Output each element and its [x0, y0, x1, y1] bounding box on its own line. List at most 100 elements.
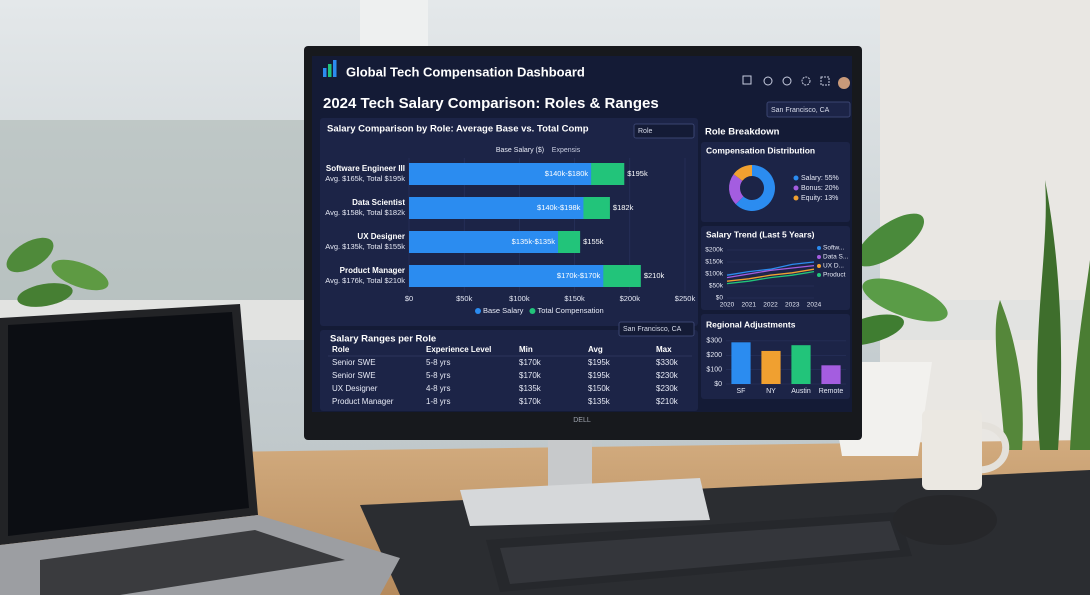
- bar: [409, 163, 592, 185]
- bar: [409, 197, 584, 219]
- bar: [761, 350, 781, 384]
- table-cell: 1-8 yrs: [426, 397, 450, 406]
- panel: [320, 330, 698, 411]
- legend-marker: [793, 185, 799, 191]
- role-select-text: Role: [638, 128, 653, 135]
- value-label: $155k: [583, 237, 604, 246]
- leaf: [51, 259, 109, 291]
- range-label: $135k-$135k: [512, 237, 556, 246]
- pie-slice: [733, 165, 752, 181]
- mouse: [893, 495, 997, 545]
- x-tick-label: $50k: [456, 294, 473, 303]
- bar: [731, 342, 751, 384]
- table-location-select[interactable]: [618, 321, 695, 337]
- y-tick-label: $150k: [705, 259, 723, 266]
- logo-bar: [323, 68, 327, 77]
- table-cell: 5-8 yrs: [426, 358, 450, 367]
- chart-title: Salary Comparison by Role: Average Base …: [327, 124, 589, 135]
- section-title: Role Breakdown: [705, 127, 780, 138]
- y-tick-label: $0: [716, 295, 724, 302]
- x-tick-label: Austin: [791, 388, 811, 395]
- line-series: [726, 270, 815, 285]
- mug: [922, 410, 982, 490]
- leaf: [855, 213, 925, 267]
- location-select[interactable]: [766, 101, 851, 118]
- table-cell: $170k: [519, 371, 542, 380]
- avatar[interactable]: [838, 77, 850, 89]
- role-select[interactable]: [633, 123, 695, 139]
- table-cell: $135k: [519, 384, 542, 393]
- table-cell: $230k: [656, 384, 679, 393]
- table-cell: $195k: [588, 358, 611, 367]
- category-label: Product Manager: [340, 266, 405, 275]
- y-tick-label: $200: [706, 352, 722, 359]
- icon-settings[interactable]: [801, 76, 811, 86]
- table-cell: Senior SWE: [332, 358, 376, 367]
- legend-marker: [817, 246, 821, 250]
- table-cell: UX Designer: [332, 384, 378, 393]
- category-label: Software Engineer III: [326, 164, 405, 173]
- legend-marker: [529, 308, 536, 314]
- pie-slice: [735, 165, 775, 211]
- leaf: [17, 283, 73, 307]
- icon-apps[interactable]: [820, 76, 830, 86]
- legend-marker: [793, 195, 799, 201]
- monitor-brand: DELL: [573, 417, 591, 424]
- table-cell: Product Manager: [332, 397, 394, 406]
- logo-bar: [328, 64, 332, 77]
- category-note: Avg. $158k, Total $182k: [325, 208, 405, 217]
- outside-buildings: [0, 120, 340, 310]
- chart-title: Compensation Distribution: [706, 145, 815, 155]
- laptop-keys: [40, 530, 345, 595]
- line-series: [726, 268, 815, 282]
- keyboard-keys: [500, 521, 900, 584]
- legend-marker: [793, 175, 799, 181]
- app-title: Global Tech Compensation Dashboard: [346, 64, 585, 79]
- legend-label: Data S...: [823, 254, 848, 261]
- icon-bell[interactable]: [763, 76, 773, 86]
- x-tick-label: $0: [405, 294, 413, 303]
- table-cell: Senior SWE: [332, 371, 376, 380]
- legend-label: Salary: 55%: [801, 175, 839, 182]
- icon-help[interactable]: [782, 76, 792, 86]
- y-tick-label: $100k: [705, 271, 723, 278]
- range-label: $170k-$170k: [557, 271, 601, 280]
- table-header: Role: [332, 345, 350, 354]
- x-tick-label: $100k: [509, 294, 530, 303]
- leaf: [862, 278, 948, 322]
- y-tick-label: $300: [706, 338, 722, 345]
- table-header: Max: [656, 345, 672, 354]
- x-tick-label: Remote: [819, 388, 844, 395]
- range-label: $140k-$198k: [537, 203, 581, 212]
- x-tick-label: SF: [737, 388, 746, 395]
- mug-handle: [977, 421, 1010, 474]
- table-header: Avg: [588, 345, 603, 354]
- value-label: $182k: [613, 203, 634, 212]
- value-label: $195k: [627, 169, 648, 178]
- icon-window[interactable]: [742, 75, 752, 85]
- table-header: Experience Level: [426, 345, 491, 354]
- bar: [409, 231, 559, 253]
- table-cell: $210k: [656, 397, 679, 406]
- category-label: Data Scientist: [352, 198, 405, 207]
- category-note: Avg. $165k, Total $195k: [325, 174, 405, 183]
- legend-label: Base Salary: [483, 306, 524, 315]
- x-tick-label: 2024: [807, 302, 822, 309]
- y-tick-label: $50k: [709, 283, 724, 290]
- x-tick-label: 2020: [720, 302, 735, 309]
- x-tick-label: $250k: [675, 294, 696, 303]
- x-tick-label: $150k: [564, 294, 585, 303]
- table-cell: 5-8 yrs: [426, 371, 450, 380]
- monitor-base: [460, 478, 710, 526]
- table-cell: 4-8 yrs: [426, 384, 450, 393]
- legend-label: Softw...: [823, 245, 845, 252]
- snake-plant-leaf: [1037, 180, 1062, 450]
- bar: [409, 265, 604, 287]
- table-cell: $170k: [519, 397, 542, 406]
- range-label: $140k-$180k: [545, 169, 589, 178]
- legend-marker: [817, 255, 821, 259]
- laptop-screen: [8, 312, 249, 536]
- x-tick-label: $200k: [620, 294, 641, 303]
- category-note: Avg. $176k, Total $210k: [325, 276, 405, 285]
- category-label: UX Designer: [357, 232, 405, 241]
